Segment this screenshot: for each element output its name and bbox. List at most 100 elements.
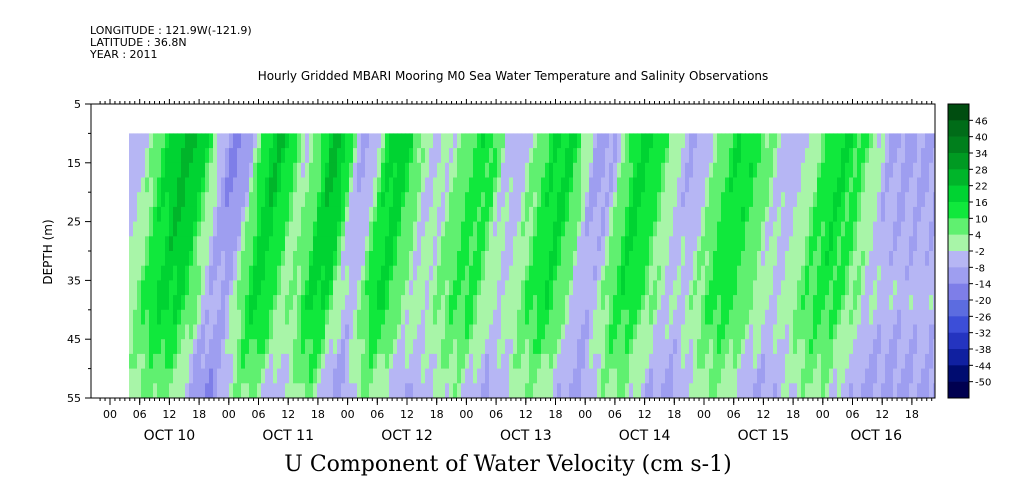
heatmap-cell (781, 236, 786, 252)
heatmap-cell (517, 324, 522, 340)
heatmap-cell (205, 251, 210, 267)
heatmap-cell (169, 324, 174, 340)
heatmap-cell (197, 309, 202, 325)
heatmap-cell (241, 353, 246, 369)
heatmap-cell (369, 383, 374, 398)
heatmap-cell (581, 280, 586, 296)
heatmap-cell (521, 177, 526, 193)
heatmap-cell (893, 339, 898, 355)
heatmap-cell (505, 353, 510, 369)
heatmap-cell (709, 265, 714, 281)
heatmap-cell (145, 251, 150, 267)
heatmap-cell (209, 162, 214, 178)
heatmap-cell (541, 383, 546, 398)
heatmap-cell (213, 353, 218, 369)
heatmap-cell (421, 339, 426, 355)
heatmap-cell (209, 177, 214, 193)
heatmap-cell (653, 265, 658, 281)
heatmap-cell (853, 206, 858, 222)
colorbar-tick-label: 4 (975, 231, 981, 242)
heatmap-cell (485, 368, 490, 384)
heatmap-cell (705, 353, 710, 369)
heatmap-cell (817, 206, 822, 222)
x-tick-label: 00 (103, 408, 117, 421)
heatmap-cell (629, 236, 634, 252)
heatmap-cell (237, 309, 242, 325)
heatmap-cell (933, 148, 935, 164)
heatmap-cell (625, 148, 630, 164)
heatmap-cell (673, 324, 678, 340)
heatmap-cell (617, 280, 622, 296)
heatmap-cell (177, 295, 182, 311)
heatmap-cell (345, 177, 350, 193)
heatmap-cell (801, 280, 806, 296)
heatmap-cell (513, 192, 518, 208)
heatmap-cell (853, 251, 858, 267)
heatmap-cell (429, 236, 434, 252)
heatmap-cell (921, 221, 926, 237)
heatmap-cell (441, 353, 446, 369)
heatmap-cell (601, 265, 606, 281)
heatmap-cell (761, 133, 766, 149)
heatmap-cell (597, 133, 602, 149)
heatmap-cell (625, 162, 630, 178)
heatmap-cell (721, 251, 726, 267)
heatmap-cell (337, 295, 342, 311)
heatmap-cell (765, 265, 770, 281)
heatmap-cell (457, 221, 462, 237)
heatmap-cell (573, 324, 578, 340)
heatmap-cell (209, 221, 214, 237)
heatmap-cell (205, 295, 210, 311)
heatmap-cell (493, 192, 498, 208)
heatmap-cell (581, 265, 586, 281)
heatmap-cell (433, 295, 438, 311)
heatmap-cell (917, 148, 922, 164)
heatmap-cell (141, 339, 146, 355)
heatmap-cell (773, 221, 778, 237)
heatmap-cell (661, 221, 666, 237)
heatmap-cell (709, 251, 714, 267)
heatmap-cell (133, 265, 138, 281)
heatmap-cell (449, 280, 454, 296)
heatmap-cell (337, 192, 342, 208)
heatmap-cell (517, 162, 522, 178)
heatmap-cell (613, 324, 618, 340)
heatmap-cell (789, 324, 794, 340)
heatmap-cell (505, 133, 510, 149)
heatmap-cell (533, 309, 538, 325)
heatmap-cell (745, 221, 750, 237)
heatmap-cell (593, 192, 598, 208)
heatmap-cell (813, 309, 818, 325)
heatmap-cell (293, 162, 298, 178)
heatmap-cell (185, 221, 190, 237)
heatmap-cell (165, 251, 170, 267)
heatmap-cell (301, 383, 306, 398)
heatmap-cell (593, 339, 598, 355)
heatmap-cell (793, 236, 798, 252)
heatmap-cell (513, 324, 518, 340)
heatmap-cell (301, 339, 306, 355)
heatmap-cell (345, 383, 350, 398)
heatmap-cell (773, 206, 778, 222)
heatmap-cell (409, 133, 414, 149)
heatmap-cell (245, 177, 250, 193)
heatmap-cell (265, 133, 270, 149)
heatmap-cell (569, 265, 574, 281)
heatmap-cell (465, 251, 470, 267)
heatmap-cell (545, 221, 550, 237)
heatmap-cell (257, 295, 262, 311)
heatmap-cell (909, 295, 914, 311)
heatmap-cell (669, 383, 674, 398)
heatmap-cell (197, 383, 202, 398)
heatmap-cell (813, 383, 818, 398)
heatmap-cell (669, 353, 674, 369)
heatmap-cell (621, 353, 626, 369)
heatmap-cell (297, 295, 302, 311)
heatmap-cell (681, 295, 686, 311)
heatmap-cell (409, 383, 414, 398)
heatmap-cell (473, 206, 478, 222)
heatmap-cell (821, 162, 826, 178)
heatmap-cell (853, 309, 858, 325)
heatmap-cell (857, 148, 862, 164)
heatmap-cell (665, 309, 670, 325)
